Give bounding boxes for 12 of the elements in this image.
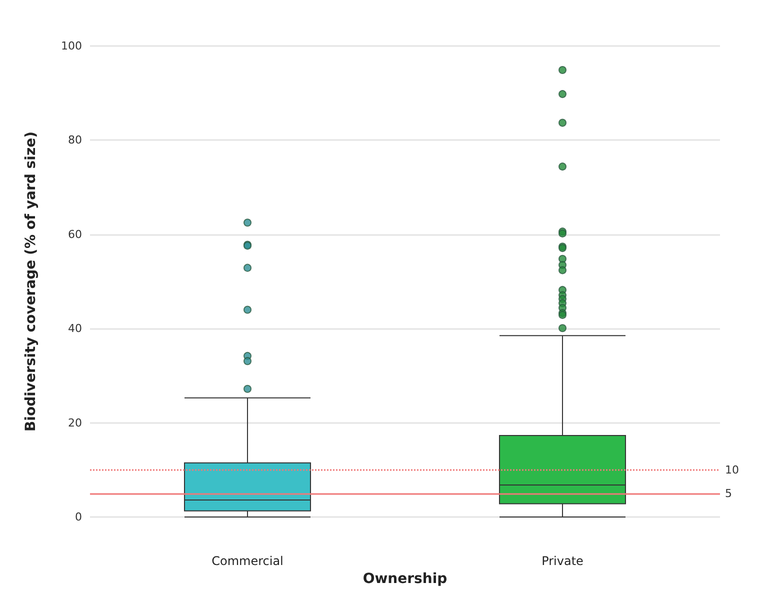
y-tick-label: 40 bbox=[68, 322, 82, 336]
x-axis-title: Ownership bbox=[362, 570, 448, 587]
y-tick-label: 20 bbox=[68, 416, 82, 430]
y-axis-title: Biodiversity coverage (% of yard size) bbox=[23, 132, 39, 432]
y-tick-label: 60 bbox=[68, 228, 82, 241]
y-tick-label: 100 bbox=[61, 40, 82, 52]
x-tick-label: Commercial bbox=[212, 554, 284, 568]
y-tick-label: 0 bbox=[75, 510, 82, 524]
ref-line-label: 10 bbox=[725, 463, 739, 476]
x-tick-label: Private bbox=[542, 554, 584, 568]
ref-line-label: 5 bbox=[725, 486, 732, 500]
y-tick-label: 80 bbox=[68, 134, 82, 147]
